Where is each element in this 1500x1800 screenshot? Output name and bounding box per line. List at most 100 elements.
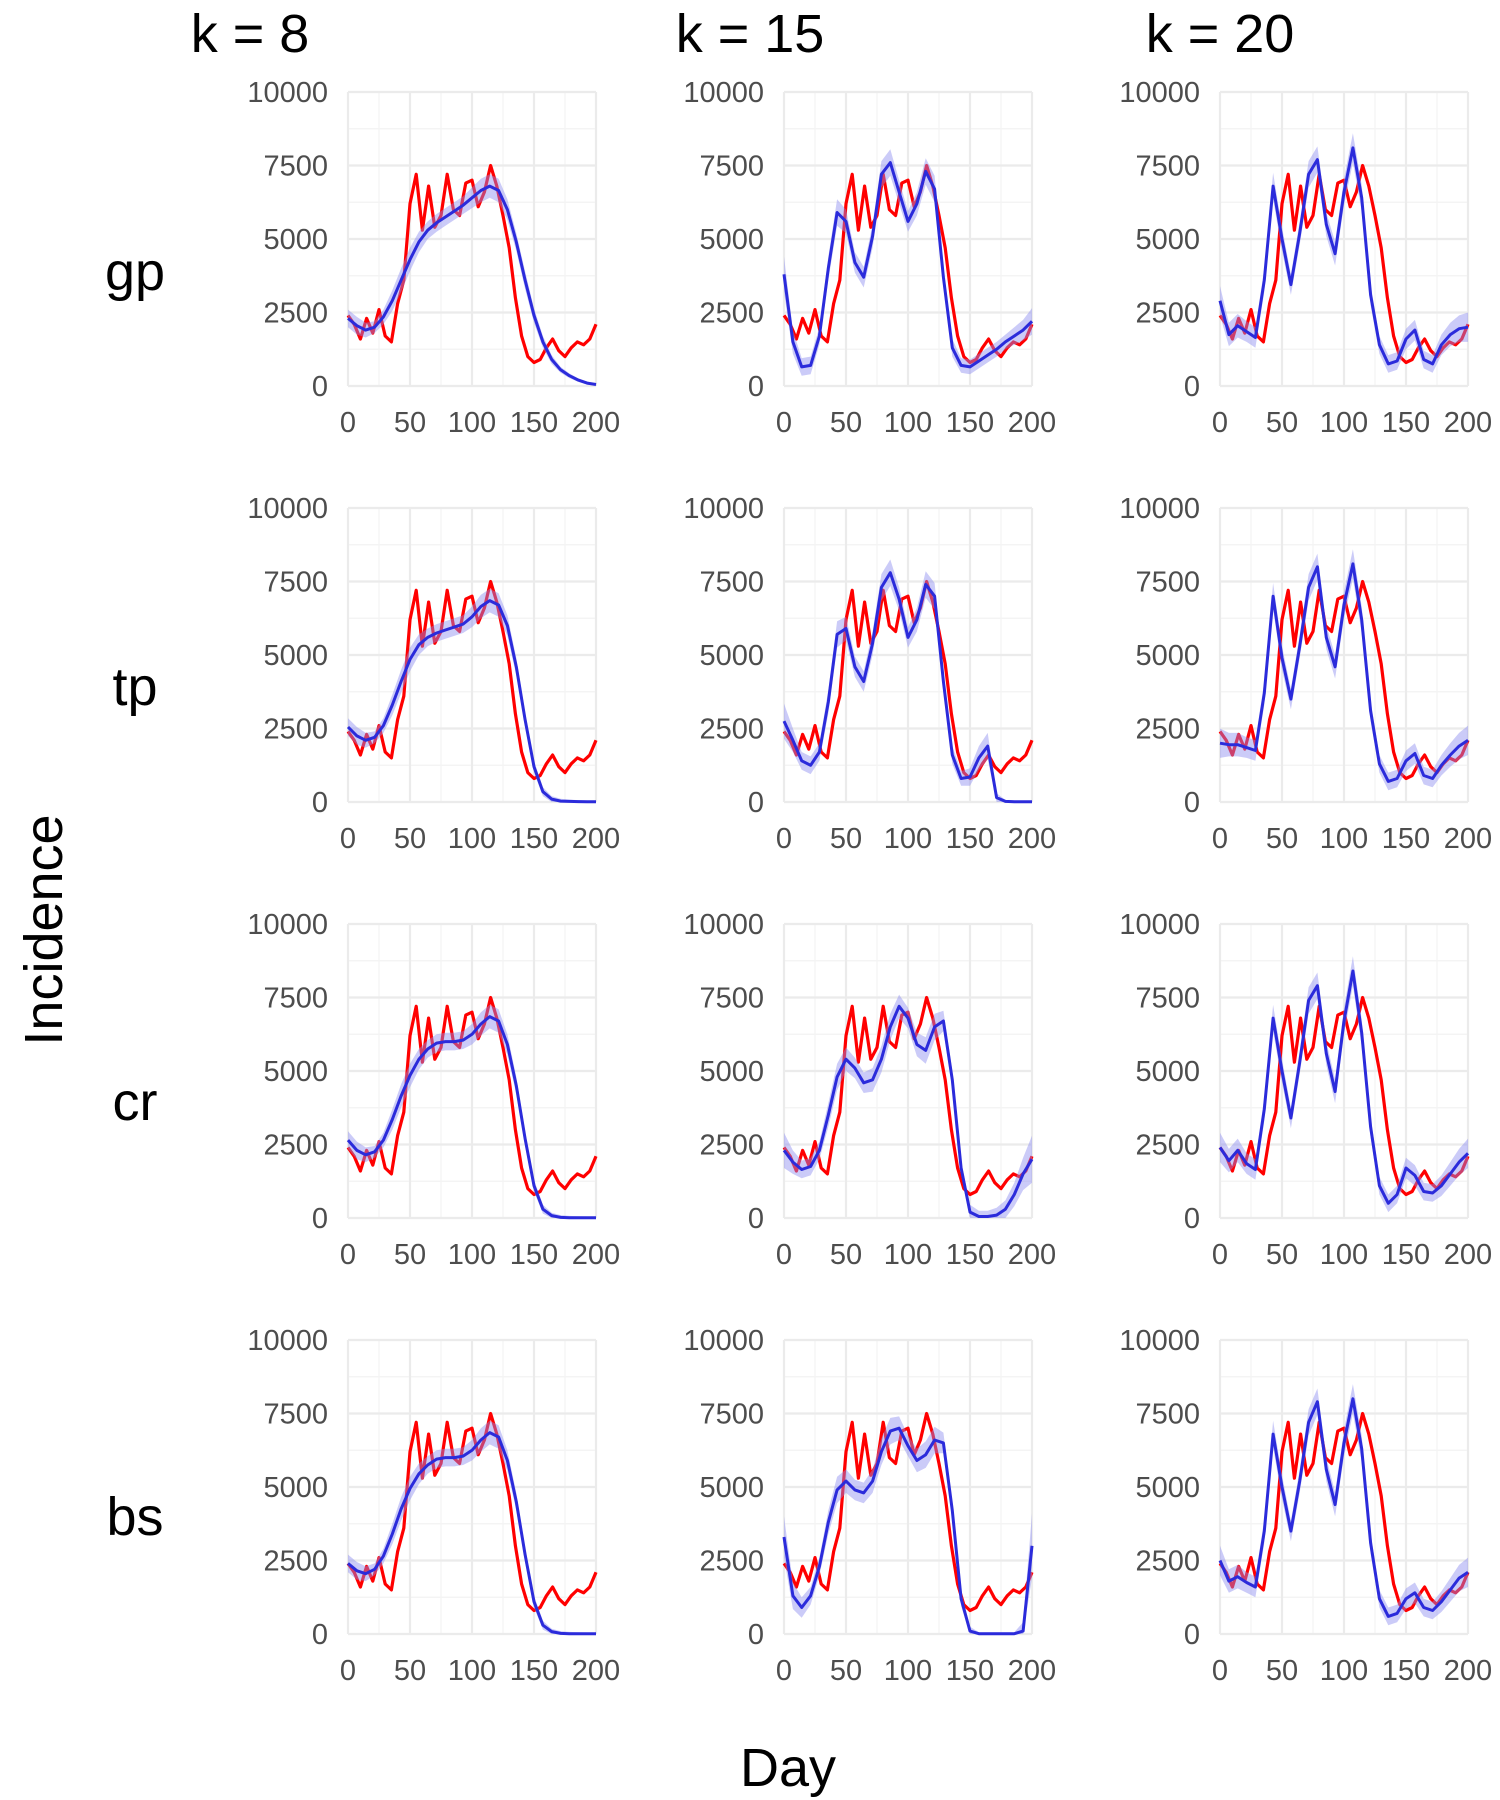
observed-line — [346, 1411, 598, 1613]
x-tick-label: 200 — [1444, 1239, 1492, 1271]
x-tick-label: 100 — [884, 823, 932, 855]
y-tick-label: 5000 — [263, 640, 328, 672]
column-title-k8: k = 8 — [191, 4, 310, 64]
x-tick-label: 150 — [946, 407, 994, 439]
panel-cr-k15: 0 50 100 150 200 0 2500 5000 7500 10000 — [683, 909, 1056, 1271]
fit-line — [1218, 146, 1469, 366]
x-axis-title: Day — [740, 1738, 836, 1798]
y-tick-label: 10000 — [247, 1325, 328, 1357]
y-tick-label: 7500 — [699, 151, 764, 183]
y-tick-label: 5000 — [263, 1056, 328, 1088]
y-tick-label: 0 — [1184, 787, 1200, 819]
fit-line — [782, 161, 1034, 369]
x-tick-label: 150 — [946, 823, 994, 855]
x-tick-label: 150 — [1382, 1239, 1430, 1271]
fit-ribbon — [1220, 133, 1468, 373]
x-tick-label: 150 — [510, 407, 558, 439]
observed-line — [782, 995, 1034, 1197]
x-tick-label: 0 — [1212, 1655, 1228, 1687]
y-tick-label: 7500 — [699, 983, 764, 1015]
fit-ribbon — [784, 994, 1032, 1218]
y-tick-label: 7500 — [263, 567, 328, 599]
y-tick-label: 5000 — [263, 224, 328, 256]
x-tick-label: 200 — [572, 1239, 620, 1271]
x-tick-label: 0 — [1212, 1239, 1228, 1271]
row-label-tp: tp — [112, 657, 157, 717]
y-tick-label: 10000 — [683, 77, 764, 109]
y-tick-label: 0 — [1184, 1619, 1200, 1651]
x-tick-label: 150 — [1382, 823, 1430, 855]
panel-cr-k20: 0 50 100 150 200 0 2500 5000 7500 10000 — [1119, 909, 1492, 1271]
x-tick-label: 0 — [776, 823, 792, 855]
column-title-k20: k = 20 — [1146, 4, 1295, 64]
y-tick-label: 5000 — [1135, 1056, 1200, 1088]
panel-cr-k8: 0 50 100 150 200 0 2500 5000 7500 10000 — [247, 909, 620, 1271]
x-tick-label: 100 — [1320, 1655, 1368, 1687]
fit-line — [1218, 1397, 1469, 1618]
x-tick-label: 100 — [448, 823, 496, 855]
fit-line — [347, 184, 597, 386]
y-tick-label: 2500 — [1135, 714, 1200, 746]
x-tick-label: 50 — [1266, 823, 1298, 855]
y-tick-label: 2500 — [699, 298, 764, 330]
x-tick-label: 200 — [1008, 1655, 1056, 1687]
y-tick-label: 7500 — [1135, 1399, 1200, 1431]
x-tick-label: 150 — [510, 1655, 558, 1687]
y-tick-label: 5000 — [699, 1472, 764, 1504]
y-tick-label: 0 — [312, 371, 328, 403]
fit-ribbon — [348, 588, 596, 802]
observed-line — [1218, 1411, 1470, 1613]
x-tick-label: 0 — [340, 407, 356, 439]
x-tick-label: 0 — [776, 407, 792, 439]
panel-bs-k15: 0 50 100 150 200 0 2500 5000 7500 10000 — [683, 1325, 1056, 1687]
y-tick-label: 2500 — [263, 1130, 328, 1162]
x-tick-label: 150 — [510, 1239, 558, 1271]
fit-line — [346, 1015, 596, 1220]
y-tick-label: 0 — [1184, 1203, 1200, 1235]
fit-ribbon — [348, 1004, 596, 1218]
y-tick-label: 7500 — [1135, 983, 1200, 1015]
fit-ribbon — [784, 559, 1032, 802]
y-tick-label: 10000 — [1119, 909, 1200, 941]
y-tick-label: 5000 — [1135, 224, 1200, 256]
observed-line — [782, 163, 1034, 365]
fit-line — [782, 571, 1032, 804]
y-tick-label: 2500 — [1135, 1130, 1200, 1162]
y-tick-label: 0 — [748, 1203, 764, 1235]
x-tick-label: 200 — [572, 407, 620, 439]
y-tick-label: 0 — [748, 1619, 764, 1651]
x-tick-label: 150 — [1382, 407, 1430, 439]
y-tick-label: 5000 — [1135, 640, 1200, 672]
fit-line — [347, 1431, 596, 1636]
panel-gp-k8: 0 50 100 150 200 0 2500 5000 7500 10000 — [247, 77, 620, 439]
y-tick-label: 2500 — [1135, 1546, 1200, 1578]
x-tick-label: 0 — [1212, 823, 1228, 855]
x-tick-label: 50 — [830, 407, 862, 439]
fit-line — [782, 1426, 1034, 1636]
x-tick-label: 0 — [340, 823, 356, 855]
y-tick-label: 10000 — [683, 909, 764, 941]
x-tick-label: 100 — [1320, 1239, 1368, 1271]
y-tick-label: 5000 — [699, 224, 764, 256]
x-tick-label: 100 — [1320, 823, 1368, 855]
row-label-cr: cr — [113, 1072, 158, 1132]
x-tick-label: 50 — [1266, 1239, 1298, 1271]
y-tick-label: 0 — [312, 1203, 328, 1235]
fit-line — [1219, 562, 1469, 783]
y-tick-label: 10000 — [247, 493, 328, 525]
fit-line — [346, 599, 596, 804]
fit-ribbon — [348, 174, 596, 386]
x-tick-label: 100 — [884, 1655, 932, 1687]
x-tick-label: 100 — [884, 407, 932, 439]
row-labels: gp tp cr bs — [105, 242, 165, 1547]
y-tick-label: 10000 — [247, 909, 328, 941]
fit-line — [1218, 969, 1470, 1205]
x-tick-label: 200 — [1008, 407, 1056, 439]
y-tick-label: 7500 — [1135, 567, 1200, 599]
x-tick-label: 150 — [1382, 1655, 1430, 1687]
panel-tp-k8: 0 50 100 150 200 0 2500 5000 7500 10000 — [247, 493, 620, 855]
x-tick-label: 50 — [1266, 407, 1298, 439]
y-tick-label: 10000 — [683, 1325, 764, 1357]
y-tick-label: 2500 — [699, 1546, 764, 1578]
